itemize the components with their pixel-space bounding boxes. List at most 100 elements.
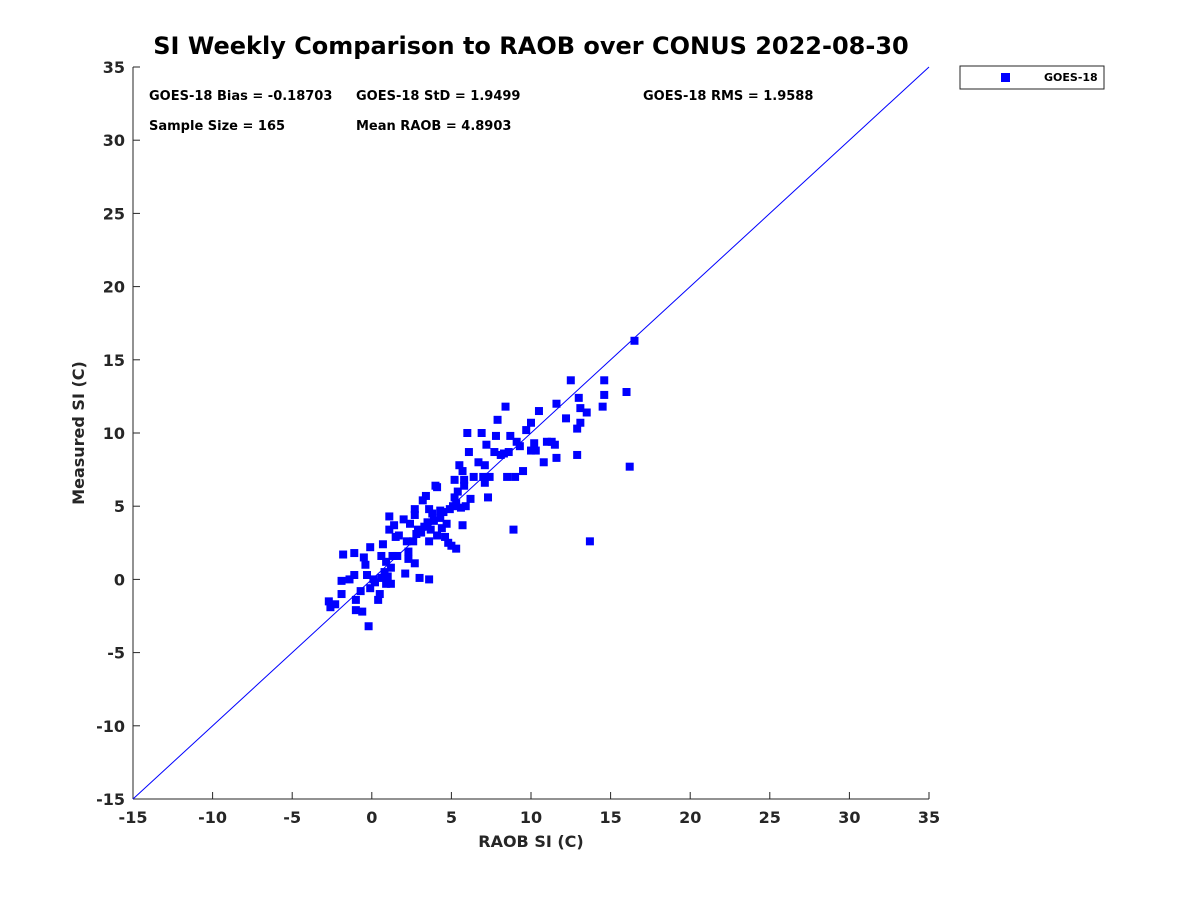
data-point [482, 440, 491, 449]
data-point [527, 446, 535, 455]
data-point [426, 525, 435, 534]
data-point [600, 390, 609, 399]
data-point [385, 525, 394, 534]
data-point [385, 512, 394, 521]
y-tick-label: 20 [103, 278, 125, 297]
x-tick-label: 0 [366, 808, 377, 827]
data-point [474, 458, 483, 467]
data-point [452, 544, 461, 553]
data-point [415, 573, 424, 582]
data-point [433, 531, 442, 540]
data-point [437, 524, 446, 533]
data-point [420, 522, 429, 531]
data-point [331, 600, 340, 609]
data-point [453, 487, 462, 496]
data-point [530, 439, 539, 448]
data-point [566, 376, 575, 385]
data-point [358, 607, 367, 616]
data-point [460, 481, 469, 490]
data-point [386, 563, 395, 572]
data-point [351, 595, 360, 604]
data-point [509, 525, 518, 534]
plot-area: -15 -10 -5 0 5 10 15 20 25 30 35 -15 -10 -5 0 5 10 15 20 2… [96, 58, 940, 827]
stat-mean-raob: Mean RAOB = 4.8903 [356, 119, 511, 134]
data-point [390, 521, 399, 530]
y-tick-label: 0 [114, 570, 125, 589]
data-point [503, 472, 512, 481]
data-point [479, 472, 488, 481]
data-point [504, 448, 513, 457]
data-point [394, 531, 403, 540]
data-point [370, 578, 379, 587]
data-point [350, 571, 359, 580]
data-point [573, 450, 582, 459]
x-tick-label: 20 [679, 808, 701, 827]
y-tick-label: 30 [103, 131, 125, 150]
data-point [383, 572, 392, 581]
data-point [377, 551, 386, 560]
x-tick-label: 30 [838, 808, 860, 827]
data-point [393, 551, 402, 560]
data-point [542, 437, 551, 446]
stat-std: GOES-18 StD = 1.9499 [356, 89, 520, 104]
data-point [573, 424, 582, 433]
data-point [425, 537, 434, 546]
data-point [552, 399, 561, 408]
data-point [460, 475, 469, 484]
data-point [442, 519, 451, 528]
stat-bias: GOES-18 Bias = -0.18703 [149, 89, 332, 104]
y-axis-ticks: -15 -10 -5 0 5 10 15 20 25 30 35 [96, 58, 140, 809]
data-point [337, 576, 346, 585]
data-point [366, 584, 375, 593]
data-point [515, 442, 524, 451]
data-point [359, 553, 368, 562]
data-point [382, 557, 391, 566]
x-tick-label: 35 [918, 808, 940, 827]
data-point [378, 540, 387, 549]
data-point [366, 543, 375, 552]
data-point [324, 597, 333, 606]
stat-sample-size: Sample Size = 165 [149, 119, 285, 134]
data-point [550, 440, 559, 449]
data-point [480, 461, 489, 470]
y-tick-label: 15 [103, 351, 125, 370]
data-point [375, 590, 384, 599]
data-point [402, 537, 411, 546]
data-point [421, 491, 430, 500]
data-point [501, 402, 510, 411]
data-point [477, 429, 486, 437]
data-point [539, 458, 548, 467]
data-point [499, 449, 508, 458]
data-point [585, 537, 594, 546]
data-point [447, 541, 456, 550]
data-point [399, 515, 408, 524]
data-point [527, 418, 535, 427]
data-point [350, 549, 359, 558]
data-point [466, 494, 475, 503]
data-point [480, 478, 489, 487]
data-point [417, 528, 426, 537]
data-point [374, 595, 383, 604]
data-point [377, 573, 386, 582]
data-point [412, 530, 421, 539]
one-to-one-line [132, 66, 930, 800]
data-point [429, 516, 438, 525]
stats-annotations: GOES-18 Bias = -0.18703 GOES-18 StD = 1.… [149, 89, 813, 134]
data-point [622, 388, 631, 397]
chart-title: SI Weekly Comparison to RAOB over CONUS … [153, 32, 908, 60]
data-point [562, 414, 571, 423]
y-tick-label: -10 [96, 717, 125, 736]
data-point [404, 547, 413, 556]
data-point [598, 402, 607, 411]
data-point [339, 550, 348, 559]
data-point [428, 509, 437, 518]
data-point [382, 579, 391, 588]
data-point [406, 519, 415, 528]
data-point [463, 429, 472, 437]
legend-marker [1001, 73, 1010, 82]
data-point [450, 475, 459, 484]
data-point [439, 508, 448, 517]
data-point [351, 606, 360, 615]
x-tick-label: 10 [520, 808, 542, 827]
